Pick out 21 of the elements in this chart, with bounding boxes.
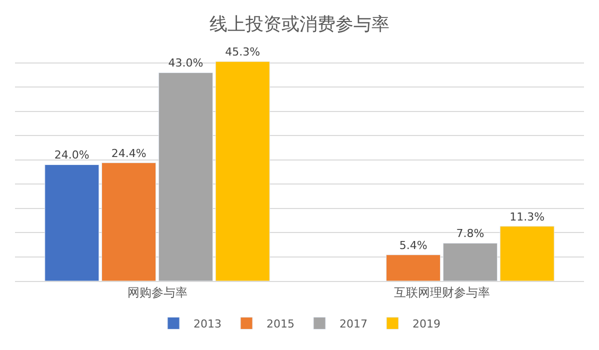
- data-label: 45.3%: [225, 46, 260, 59]
- legend-label: 2017: [340, 318, 368, 331]
- x-tick-label: 互联网理财参与率: [394, 285, 490, 300]
- bar: [215, 61, 270, 281]
- legend-label: 2015: [266, 318, 294, 331]
- data-label: 5.4%: [399, 238, 428, 252]
- data-label: 24.4%: [111, 146, 146, 160]
- legend-label: 2013: [194, 318, 222, 331]
- bar: [442, 242, 498, 281]
- bar: [500, 226, 554, 281]
- bar: [158, 72, 213, 281]
- data-label: 11.3%: [510, 210, 545, 224]
- bar: [44, 164, 100, 281]
- bar: [102, 162, 156, 281]
- data-label: 7.8%: [456, 227, 484, 240]
- bar: [386, 254, 441, 281]
- data-label: 43.0%: [168, 56, 204, 70]
- x-tick-label: 网购参与率: [127, 285, 188, 300]
- data-label: 24.0%: [54, 148, 90, 162]
- legend-label: 2019: [412, 318, 440, 331]
- chart-title: 线上投资或消费参与率: [210, 14, 390, 36]
